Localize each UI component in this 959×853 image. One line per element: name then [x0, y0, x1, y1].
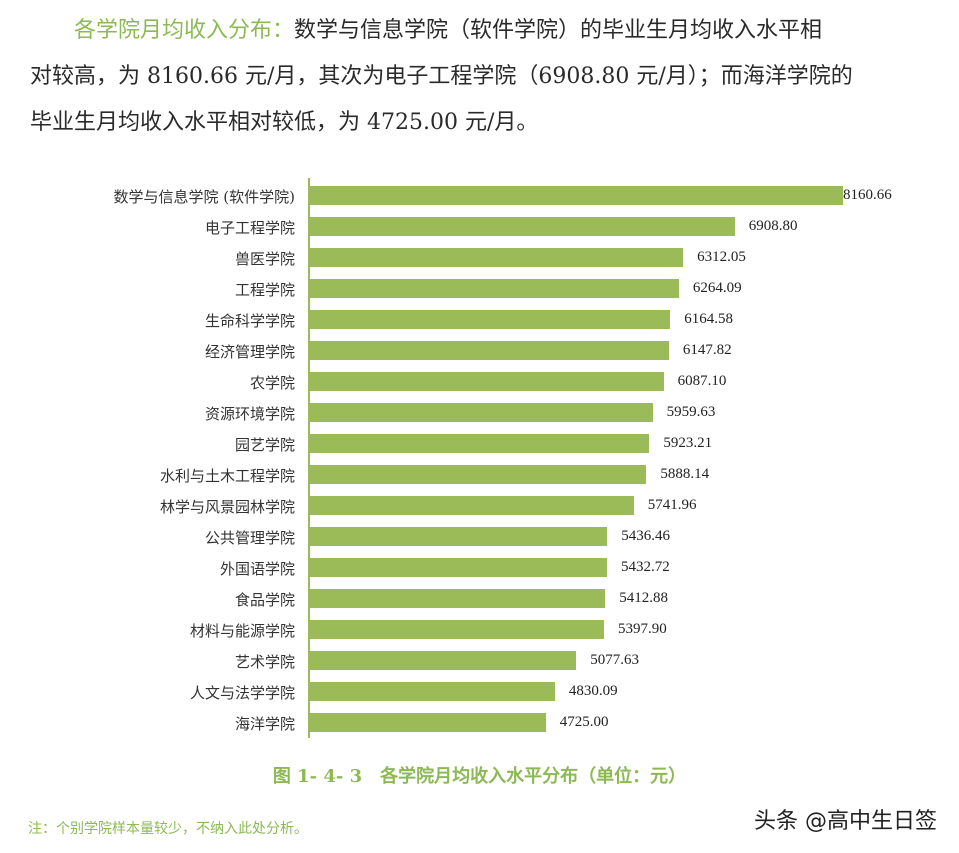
- bar-row: 公共管理学院 5436.46: [0, 521, 959, 552]
- value-label: 5959.63: [666, 404, 716, 420]
- value-label: 5741.96: [647, 497, 697, 513]
- paragraph-line-3: 毕业生月均收入水平相对较低，为 4725.00 元/月。: [30, 110, 539, 135]
- bar-row: 园艺学院 5923.21: [0, 428, 959, 459]
- value-label: 6087.10: [677, 373, 727, 389]
- value-label: 5923.21: [663, 435, 713, 451]
- category-label: 人文与法学学院: [189, 684, 295, 702]
- bar: [310, 682, 555, 701]
- value-label: 5432.72: [620, 559, 670, 575]
- bar-row: 生命科学学院 6164.58: [0, 304, 959, 335]
- category-label: 兽医学院: [234, 250, 295, 268]
- bar-row: 工程学院 6264.09: [0, 273, 959, 304]
- bar: [310, 248, 684, 267]
- bar-row: 外国语学院 5432.72: [0, 552, 959, 583]
- bar-row: 兽医学院 6312.05: [0, 242, 959, 273]
- value-label: 5888.14: [660, 466, 710, 482]
- bar: [310, 527, 608, 546]
- bar: [310, 620, 604, 639]
- category-label: 公共管理学院: [204, 529, 295, 547]
- bar: [310, 279, 679, 298]
- bar-row: 水利与土木工程学院 5888.14: [0, 459, 959, 490]
- bar: [310, 589, 606, 608]
- category-label: 外国语学院: [219, 560, 295, 578]
- bar-row: 人文与法学学院 4830.09: [0, 676, 959, 707]
- value-label: 6164.58: [684, 311, 734, 327]
- bar-row: 经济管理学院 6147.82: [0, 335, 959, 366]
- bar: [310, 372, 664, 391]
- bar-row: 林学与风景园林学院 5741.96: [0, 490, 959, 521]
- value-label: 6312.05: [697, 249, 746, 265]
- category-label: 材料与能源学院: [189, 622, 295, 640]
- footnote: 注：个别学院样本量较少，不纳入此处分析。: [28, 821, 308, 837]
- value-label: 5077.63: [590, 652, 640, 668]
- bar-chart: 数学与信息学院 (软件学院) 8160.66 电子工程学院 6908.80 兽医学院 63…: [0, 170, 959, 750]
- category-label: 林学与风景园林学院: [159, 498, 295, 516]
- bar-row: 艺术学院 5077.63: [0, 645, 959, 676]
- bar: [310, 341, 669, 360]
- category-label: 食品学院: [234, 591, 295, 609]
- y-axis-line: [308, 178, 310, 738]
- bar: [310, 403, 653, 422]
- bar: [310, 465, 647, 484]
- figure-caption: 图 1- 4- 3 各学院月均收入水平分布（单位：元）: [272, 766, 687, 787]
- bar: [310, 558, 607, 577]
- paragraph-line-2: 对较高，为 8160.66 元/月，其次为电子工程学院（6908.80 元/月）…: [30, 64, 853, 89]
- bar: [310, 434, 650, 453]
- category-label: 生命科学学院: [204, 312, 295, 330]
- bar: [310, 186, 843, 205]
- bar: [310, 310, 671, 329]
- paragraph-lead: 各学院月均收入分布：: [74, 18, 295, 43]
- category-label: 海洋学院: [234, 715, 295, 733]
- category-label: 数学与信息学院 (软件学院): [113, 188, 295, 206]
- category-label: 园艺学院: [234, 436, 295, 454]
- value-label: 6908.80: [748, 218, 798, 234]
- bar: [310, 217, 735, 236]
- bar-row: 材料与能源学院 5397.90: [0, 614, 959, 645]
- value-label: 4830.09: [568, 683, 618, 699]
- paragraph-line-1: 各学院月均收入分布：数学与信息学院（软件学院）的毕业生月均收入水平相: [30, 8, 935, 54]
- bar-row: 农学院 6087.10: [0, 366, 959, 397]
- value-label: 4725.00: [559, 714, 609, 730]
- value-label: 6264.09: [692, 280, 742, 296]
- category-label: 农学院: [249, 374, 295, 392]
- bar-row: 电子工程学院 6908.80: [0, 211, 959, 242]
- watermark: 头条 @高中生日签: [754, 809, 937, 834]
- value-label: 8160.66: [843, 187, 892, 203]
- bar: [310, 713, 546, 732]
- bar-row: 数学与信息学院 (软件学院) 8160.66: [0, 180, 959, 211]
- bar: [310, 651, 577, 670]
- value-label: 5397.90: [617, 621, 667, 637]
- category-label: 经济管理学院: [204, 343, 295, 361]
- intro-paragraph: 各学院月均收入分布：数学与信息学院（软件学院）的毕业生月均收入水平相 对较高，为…: [30, 8, 935, 146]
- paragraph-line-1-text: 数学与信息学院（软件学院）的毕业生月均收入水平相: [294, 18, 823, 43]
- bar-row: 资源环境学院 5959.63: [0, 397, 959, 428]
- category-label: 工程学院: [234, 281, 295, 299]
- category-label: 电子工程学院: [204, 219, 295, 237]
- value-label: 5412.88: [619, 590, 669, 606]
- bar: [310, 496, 634, 515]
- category-label: 艺术学院: [234, 653, 295, 671]
- bar-row: 食品学院 5412.88: [0, 583, 959, 614]
- category-label: 资源环境学院: [204, 405, 295, 423]
- bar-row: 海洋学院 4725.00: [0, 707, 959, 738]
- value-label: 6147.82: [682, 342, 732, 358]
- value-label: 5436.46: [621, 528, 671, 544]
- category-label: 水利与土木工程学院: [159, 467, 295, 485]
